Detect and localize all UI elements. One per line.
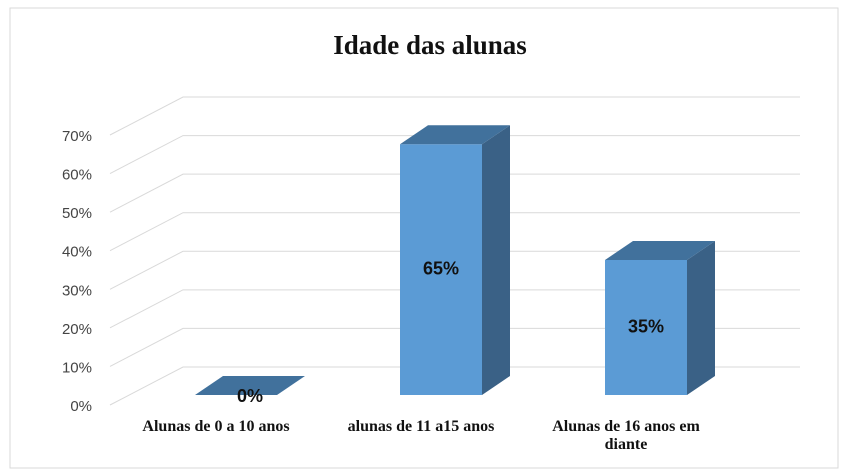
grid-line xyxy=(109,250,800,290)
y-tick-label: 20% xyxy=(62,321,92,338)
data-label: 0% xyxy=(237,386,263,406)
grid-line xyxy=(109,212,800,252)
x-tick-label: Alunas de 0 a 10 anos xyxy=(142,418,290,435)
grid-line xyxy=(109,366,800,406)
y-tick-label: 40% xyxy=(62,244,92,261)
grid-line xyxy=(109,327,800,367)
data-label: 35% xyxy=(628,316,664,336)
y-tick-label: 60% xyxy=(62,167,92,184)
y-tick-label: 10% xyxy=(62,359,92,376)
x-tick-label: alunas de 11 a15 anos xyxy=(347,418,495,435)
bar-side xyxy=(687,241,715,395)
bar xyxy=(400,125,510,396)
x-tick-label: Alunas de 16 anos em diante xyxy=(552,418,700,453)
bar-front xyxy=(605,260,687,395)
grid-line xyxy=(109,135,800,175)
y-tick-label: 30% xyxy=(62,282,92,299)
bar-side xyxy=(482,125,510,396)
bar xyxy=(605,241,715,395)
bar-top xyxy=(195,376,305,395)
grid-line xyxy=(109,289,800,329)
chart-title: Idade das alunas xyxy=(333,30,527,60)
bar-front xyxy=(400,144,482,395)
data-label: 65% xyxy=(423,258,459,278)
grid-line xyxy=(109,173,800,213)
bar-top xyxy=(605,241,715,260)
bar-top xyxy=(400,125,510,145)
y-tick-label: 50% xyxy=(62,205,92,222)
y-tick-label: 0% xyxy=(70,398,92,415)
y-tick-label: 70% xyxy=(62,128,92,145)
grid-line xyxy=(109,96,800,136)
bar xyxy=(195,376,305,395)
